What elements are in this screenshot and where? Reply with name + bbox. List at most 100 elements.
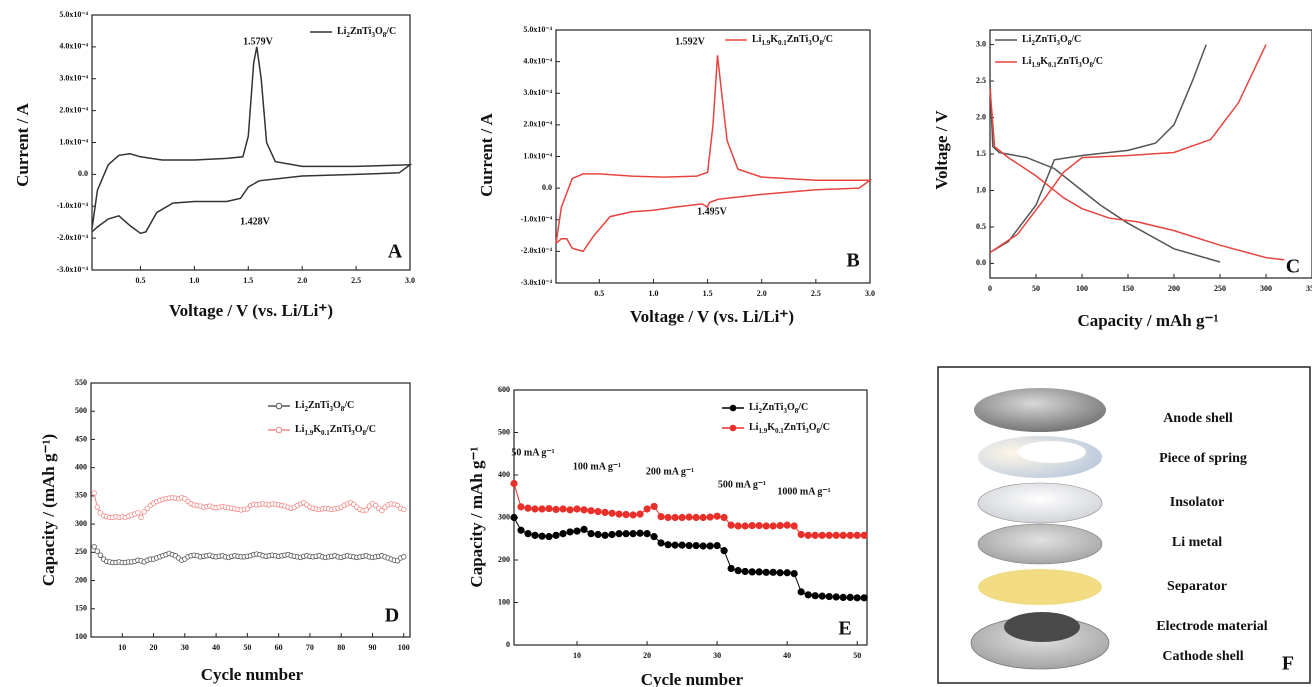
data-point — [825, 592, 833, 601]
data-point — [671, 513, 679, 522]
data-line — [555, 55, 873, 253]
y-tick-label: -2.0x10⁻⁴ — [521, 246, 553, 255]
x-tick-label: 1.5 — [243, 276, 253, 285]
data-point — [657, 539, 665, 547]
data-line — [513, 517, 865, 599]
y-tick-label: 300 — [75, 519, 87, 528]
data-point — [748, 521, 756, 530]
data-point — [524, 504, 532, 512]
data-point — [559, 530, 567, 538]
panel-label: B — [846, 250, 859, 272]
x-tick-label: 350 — [1306, 284, 1312, 293]
chart-panel: 0.0 0.5 1.0 1.5 2.0 2.5 3.0 0 50 100 150 200 250 300 3… — [932, 29, 1312, 330]
data-point — [573, 505, 581, 513]
annotation: 500 mA g⁻¹ — [718, 479, 766, 490]
y-tick-label: 400 — [498, 470, 510, 479]
data-point — [832, 593, 840, 601]
legend-label: Li1.9K0.1ZnTi3O8/C — [749, 422, 830, 434]
legend-marker — [275, 402, 283, 410]
x-tick-label: 60 — [275, 643, 283, 652]
x-tick-label: 40 — [783, 651, 791, 660]
data-point — [825, 531, 833, 539]
plot-frame — [555, 29, 871, 284]
data-point — [559, 505, 567, 513]
legend-label: Li1.9K0.1ZnTi3O8/C — [295, 424, 376, 436]
data-point — [790, 522, 798, 530]
x-tick-label: 50 — [243, 643, 251, 652]
data-point — [664, 513, 672, 522]
data-point — [401, 506, 407, 513]
chart-panel: 5.0x10⁻⁴ 4.0x10⁻⁴ 3.0x10⁻⁴ 2.0x10⁻⁴ 1.0x10⁻⁴… — [477, 25, 875, 326]
data-point — [720, 513, 728, 522]
data-point — [846, 531, 854, 539]
x-tick-label: 1.0 — [648, 289, 658, 298]
x-tick-label: 200 — [1168, 284, 1180, 293]
layer-label: Separator — [1167, 579, 1227, 594]
x-tick-label: 90 — [368, 643, 376, 652]
panel-f: Anode shell Piece of spring Insolator Li… — [937, 366, 1311, 684]
data-point — [762, 522, 770, 530]
y-axis-title: Voltage / V — [932, 110, 951, 190]
y-tick-label: 350 — [75, 491, 87, 500]
data-point — [94, 548, 100, 554]
data-point — [538, 505, 546, 513]
data-point — [538, 532, 546, 540]
y-tick-label: -3.0x10⁻⁴ — [57, 265, 89, 274]
data-point — [839, 531, 847, 539]
data-point — [510, 513, 518, 522]
spring-hole — [1018, 441, 1086, 463]
data-point — [531, 531, 539, 539]
data-point — [762, 568, 770, 576]
data-point — [776, 521, 784, 530]
x-tick-label: 20 — [643, 651, 651, 660]
data-line — [91, 46, 413, 235]
data-point — [811, 531, 819, 539]
data-point — [853, 531, 861, 539]
x-tick-label: 150 — [1122, 284, 1134, 293]
panel-frame — [937, 366, 1311, 684]
data-point — [734, 522, 742, 530]
annotation: 100 mA g⁻¹ — [573, 461, 621, 472]
data-point — [580, 525, 588, 534]
data-point — [776, 569, 784, 577]
legend-label: Li2ZnTi3O8/C — [295, 400, 354, 412]
x-tick-label: 100 — [398, 643, 410, 652]
x-tick-label: 250 — [1214, 284, 1226, 293]
y-tick-label: -2.0x10⁻⁴ — [57, 233, 89, 242]
data-point — [91, 543, 97, 550]
data-point — [706, 513, 714, 521]
data-point — [141, 508, 147, 515]
data-point — [692, 541, 700, 550]
x-tick-label: 10 — [573, 651, 581, 660]
anode-shell — [974, 388, 1106, 432]
chart-panel: 5.0x10⁻⁴ 4.0x10⁻⁴ 3.0x10⁻⁴ 2.0x10⁻⁴ 1.0x10⁻⁴… — [13, 10, 415, 320]
data-point — [622, 530, 630, 538]
data-point — [853, 594, 861, 602]
y-tick-label: 500 — [75, 406, 87, 415]
data-point — [685, 541, 693, 550]
x-tick-label: 70 — [306, 643, 314, 652]
data-point — [804, 591, 812, 599]
data-point — [517, 503, 525, 511]
y-tick-label: 5.0x10⁻⁴ — [59, 10, 88, 19]
x-tick-label: 40 — [212, 643, 220, 652]
data-point — [566, 528, 574, 536]
data-point — [678, 513, 686, 522]
y-tick-label: 2.0 — [976, 112, 986, 121]
annotation: 1.495V — [697, 206, 728, 217]
data-point — [804, 531, 812, 539]
data-point — [818, 531, 826, 539]
y-tick-label: 0.5 — [976, 222, 986, 231]
panel-label: A — [388, 241, 403, 263]
x-tick-label: 50 — [853, 651, 861, 660]
y-tick-label: 600 — [498, 385, 510, 394]
data-point — [615, 510, 623, 518]
data-point — [741, 522, 749, 530]
data-point — [657, 513, 665, 521]
y-tick-label: 0.0 — [78, 169, 88, 178]
data-point — [97, 552, 104, 558]
data-point — [517, 526, 525, 534]
data-point — [755, 521, 763, 530]
layer-label: Electrode material — [1156, 619, 1267, 634]
plot-frame — [91, 14, 411, 271]
